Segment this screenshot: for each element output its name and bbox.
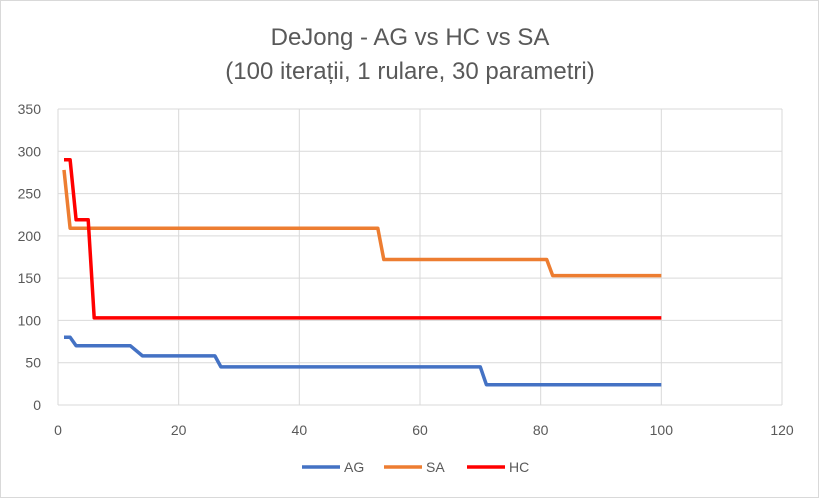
legend-label-hc: HC	[509, 459, 529, 475]
y-tick-label: 200	[18, 228, 42, 244]
y-tick-label: 50	[25, 355, 41, 371]
y-tick-label: 250	[18, 186, 42, 202]
y-tick-label: 100	[18, 312, 42, 328]
chart-title: DeJong - AG vs HC vs SA	[271, 24, 550, 51]
series-lines	[62, 157, 662, 387]
x-tick-label: 0	[54, 422, 62, 438]
axis-tick-labels: 0 50 100 150 200 250 300 350 0 20 40 60 80 100 120	[18, 101, 794, 438]
y-tick-label: 0	[33, 397, 41, 413]
x-tick-label: 60	[412, 422, 428, 438]
y-tick-label: 300	[18, 143, 42, 159]
series-line-hc	[64, 157, 662, 320]
x-tick-label: 100	[650, 422, 674, 438]
x-tick-label: 40	[292, 422, 308, 438]
legend: AG SA HC	[302, 459, 529, 475]
y-tick-label: 150	[18, 270, 42, 286]
series-line-ag	[64, 335, 662, 387]
chart-subtitle: (100 iterații, 1 rulare, 30 parametri)	[225, 58, 595, 85]
x-tick-label: 120	[770, 422, 794, 438]
legend-label-ag: AG	[344, 459, 364, 475]
x-tick-label: 80	[533, 422, 549, 438]
y-tick-label: 350	[18, 101, 42, 117]
x-tick-label: 20	[171, 422, 187, 438]
series-line-sa	[62, 169, 662, 278]
legend-label-sa: SA	[426, 459, 445, 475]
gridlines	[57, 108, 783, 406]
